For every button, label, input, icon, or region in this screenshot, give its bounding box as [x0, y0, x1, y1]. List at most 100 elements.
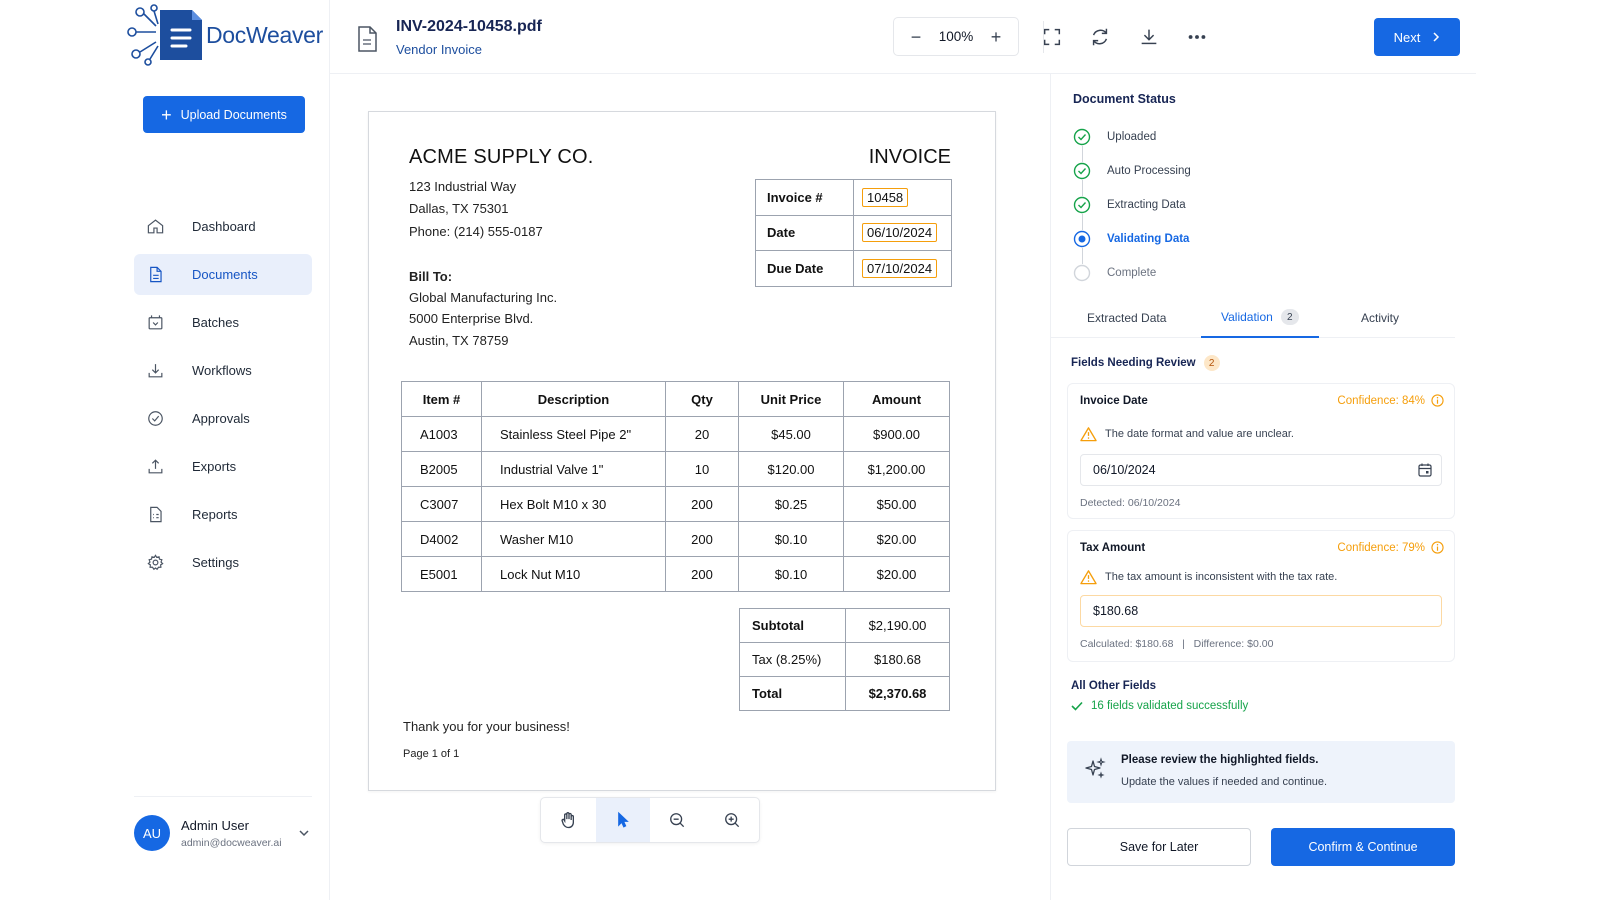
step-label: Validating Data — [1107, 233, 1190, 245]
bill-to-line: Austin, TX 78759 — [409, 333, 509, 348]
item-code: A1003 — [401, 416, 482, 452]
chevron-down-icon[interactable] — [298, 827, 310, 839]
check-circle-icon — [1073, 162, 1091, 180]
confidence-score: Confidence: 79% — [1337, 541, 1444, 554]
info-icon[interactable] — [1431, 394, 1444, 407]
pan-tool-button[interactable] — [541, 798, 596, 842]
fullscreen-icon[interactable] — [1041, 26, 1063, 48]
select-tool-button[interactable] — [595, 798, 650, 842]
workflow-icon — [145, 361, 165, 381]
sidebar-item-label: Batches — [192, 315, 239, 330]
tax-amount-field[interactable]: $180.68 — [1080, 595, 1442, 627]
info-icon[interactable] — [1431, 541, 1444, 554]
zoom-out-icon — [670, 813, 685, 828]
table-row: Tax (8.25%) $180.68 — [739, 642, 950, 677]
table-row: A1003 Stainless Steel Pipe 2" 20 $45.00 … — [401, 416, 950, 452]
item-unit-price: $45.00 — [738, 416, 844, 452]
zoom-in-icon — [724, 813, 739, 828]
due-date-value[interactable]: 07/10/2024 — [862, 258, 938, 278]
item-qty: 10 — [665, 451, 739, 487]
item-amount: $20.00 — [843, 556, 950, 592]
confirm-continue-button[interactable]: Confirm & Continue — [1271, 828, 1455, 866]
divider — [1043, 21, 1044, 53]
tab-validation[interactable]: Validation 2 — [1201, 298, 1319, 338]
calculated-note: Calculated: $180.68 | Difference: $0.00 — [1080, 638, 1274, 650]
item-description: Hex Bolt M10 x 30 — [481, 486, 666, 522]
fields-needing-review-header: Fields Needing Review 2 — [1071, 355, 1220, 371]
item-amount: $900.00 — [843, 416, 950, 452]
step-connector — [1081, 248, 1083, 264]
sidebar-item-label: Settings — [192, 555, 239, 570]
table-row: E5001 Lock Nut M10 200 $0.10 $20.00 — [401, 556, 950, 592]
sidebar-item-label: Dashboard — [192, 219, 256, 234]
tax-value: $180.68 — [845, 642, 950, 677]
page-number: Page 1 of 1 — [403, 748, 460, 760]
invoice-title: INVOICE — [868, 146, 951, 168]
sidebar-nav: Dashboard Documents Batches Workflows Ap… — [134, 206, 312, 590]
table-row: Total $2,370.68 — [739, 676, 950, 711]
validation-panel: Document Status Uploaded Auto Processing… — [1050, 74, 1476, 900]
item-description: Washer M10 — [481, 521, 666, 557]
tab-label: Extracted Data — [1087, 311, 1167, 325]
sidebar-item-exports[interactable]: Exports — [134, 446, 312, 487]
item-description: Stainless Steel Pipe 2" — [481, 416, 666, 452]
sidebar-item-approvals[interactable]: Approvals — [134, 398, 312, 439]
column-header: Unit Price — [738, 381, 844, 417]
success-text: 16 fields validated successfully — [1091, 700, 1249, 712]
item-description: Lock Nut M10 — [481, 556, 666, 592]
hand-icon — [561, 812, 575, 829]
current-step-icon — [1073, 230, 1091, 248]
invoice-date-field[interactable]: 06/10/2024 — [1080, 454, 1442, 486]
sidebar-item-settings[interactable]: Settings — [134, 542, 312, 583]
sidebar-item-reports[interactable]: Reports — [134, 494, 312, 535]
sidebar: DocWeaver + Upload Documents Dashboard D… — [124, 0, 330, 900]
field-name: Invoice Date — [1080, 395, 1148, 407]
item-description: Industrial Valve 1" — [481, 451, 666, 487]
next-button[interactable]: Next — [1374, 18, 1460, 56]
sidebar-item-dashboard[interactable]: Dashboard — [134, 206, 312, 247]
invoice-date-value[interactable]: 06/10/2024 — [862, 223, 938, 243]
rotate-icon[interactable] — [1089, 26, 1111, 48]
zoom-out-button[interactable]: − — [910, 26, 922, 47]
step-label: Uploaded — [1107, 131, 1157, 143]
check-circle-icon — [1073, 128, 1091, 146]
step-connector — [1081, 180, 1083, 196]
zoom-in-button[interactable]: + — [990, 26, 1002, 47]
step-label: Auto Processing — [1107, 165, 1191, 177]
zoom-in-tool-button[interactable] — [705, 798, 760, 842]
item-amount: $50.00 — [843, 486, 950, 522]
sidebar-item-workflows[interactable]: Workflows — [134, 350, 312, 391]
upload-documents-button[interactable]: + Upload Documents — [143, 96, 305, 133]
zoom-out-tool-button[interactable] — [650, 798, 705, 842]
invoice-number-value[interactable]: 10458 — [862, 187, 909, 207]
review-hint: Please review the highlighted fields. Up… — [1067, 741, 1455, 803]
sidebar-item-documents[interactable]: Documents — [134, 254, 312, 295]
confidence-label: Confidence: 84% — [1337, 394, 1425, 407]
download-icon[interactable] — [1138, 26, 1160, 48]
sidebar-item-label: Documents — [192, 267, 258, 282]
column-header: Qty — [665, 381, 739, 417]
table-row: Subtotal $2,190.00 — [739, 608, 950, 643]
warning-icon — [1080, 427, 1097, 442]
user-menu[interactable]: AU Admin User admin@docweaver.ai — [134, 811, 314, 855]
review-card-tax-amount: Tax Amount Confidence: 79% The tax amoun… — [1067, 530, 1455, 662]
top-bar: INV-2024-10458.pdf Vendor Invoice − 100%… — [330, 0, 1476, 74]
field-name: Tax Amount — [1080, 542, 1146, 554]
calendar-icon[interactable] — [1417, 462, 1433, 478]
hint-title: Please review the highlighted fields. — [1121, 754, 1319, 766]
tab-activity[interactable]: Activity — [1361, 298, 1399, 338]
more-icon[interactable] — [1186, 26, 1208, 48]
step-connector — [1081, 146, 1083, 162]
status-steps: Uploaded Auto Processing Extracting Data… — [1073, 120, 1191, 290]
tab-extracted-data[interactable]: Extracted Data — [1087, 298, 1166, 338]
step-label: Complete — [1107, 267, 1157, 279]
total-label: Total — [739, 676, 846, 711]
item-code: B2005 — [401, 451, 482, 487]
column-header: Description — [481, 381, 666, 417]
check-circle-icon — [1073, 196, 1091, 214]
sidebar-item-batches[interactable]: Batches — [134, 302, 312, 343]
sidebar-item-label: Exports — [192, 459, 237, 474]
save-for-later-button[interactable]: Save for Later — [1067, 828, 1251, 866]
company-phone: Phone: (214) 555-0187 — [409, 224, 543, 239]
brand-logo[interactable]: DocWeaver — [126, 2, 323, 68]
